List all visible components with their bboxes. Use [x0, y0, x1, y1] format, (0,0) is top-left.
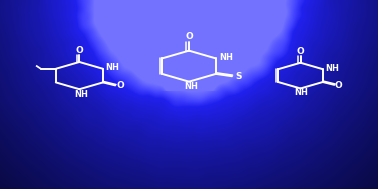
Text: NH: NH: [105, 63, 119, 72]
Text: O: O: [185, 32, 193, 41]
Text: NH: NH: [74, 90, 88, 99]
Text: O: O: [335, 81, 342, 90]
Text: NH: NH: [220, 53, 233, 62]
Text: O: O: [117, 81, 124, 90]
Text: NH: NH: [184, 82, 198, 91]
Text: O: O: [297, 47, 304, 56]
Text: NH: NH: [325, 64, 339, 73]
Text: S: S: [235, 72, 242, 81]
Text: NH: NH: [295, 88, 308, 98]
Text: O: O: [76, 46, 83, 55]
